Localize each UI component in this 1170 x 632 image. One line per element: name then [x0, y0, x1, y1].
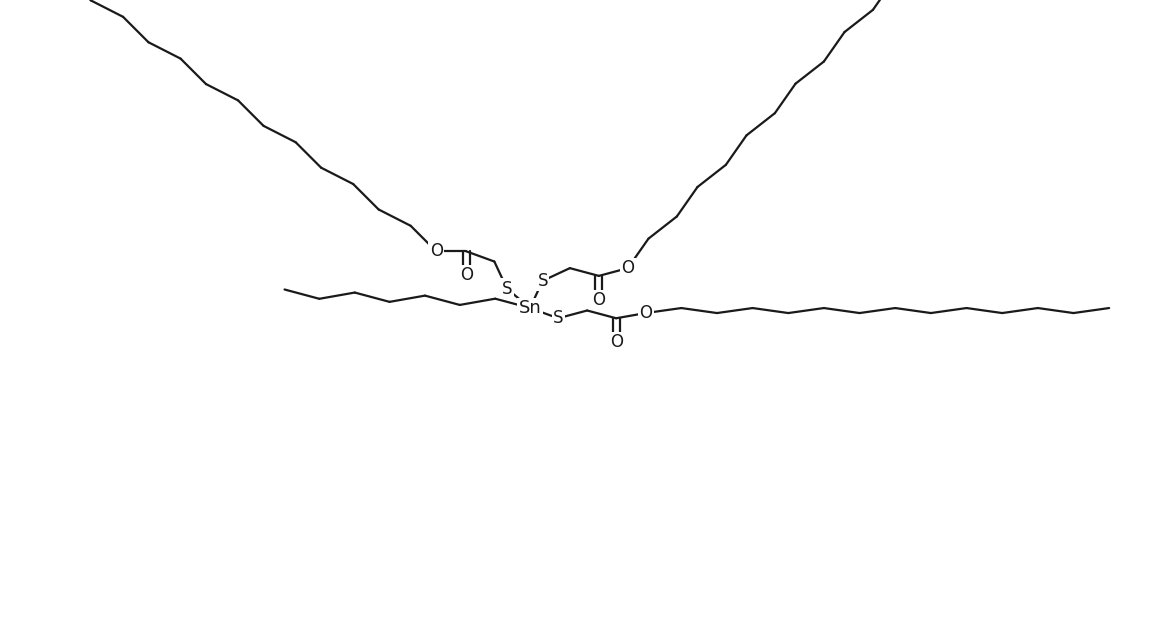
- Text: O: O: [639, 304, 652, 322]
- Text: S: S: [553, 309, 564, 327]
- Text: O: O: [610, 333, 622, 351]
- Text: O: O: [592, 291, 605, 309]
- Text: O: O: [460, 266, 473, 284]
- Text: O: O: [429, 242, 442, 260]
- Text: S: S: [502, 280, 512, 298]
- Text: O: O: [621, 259, 634, 277]
- Text: Sn: Sn: [518, 299, 542, 317]
- Text: S: S: [537, 272, 548, 290]
